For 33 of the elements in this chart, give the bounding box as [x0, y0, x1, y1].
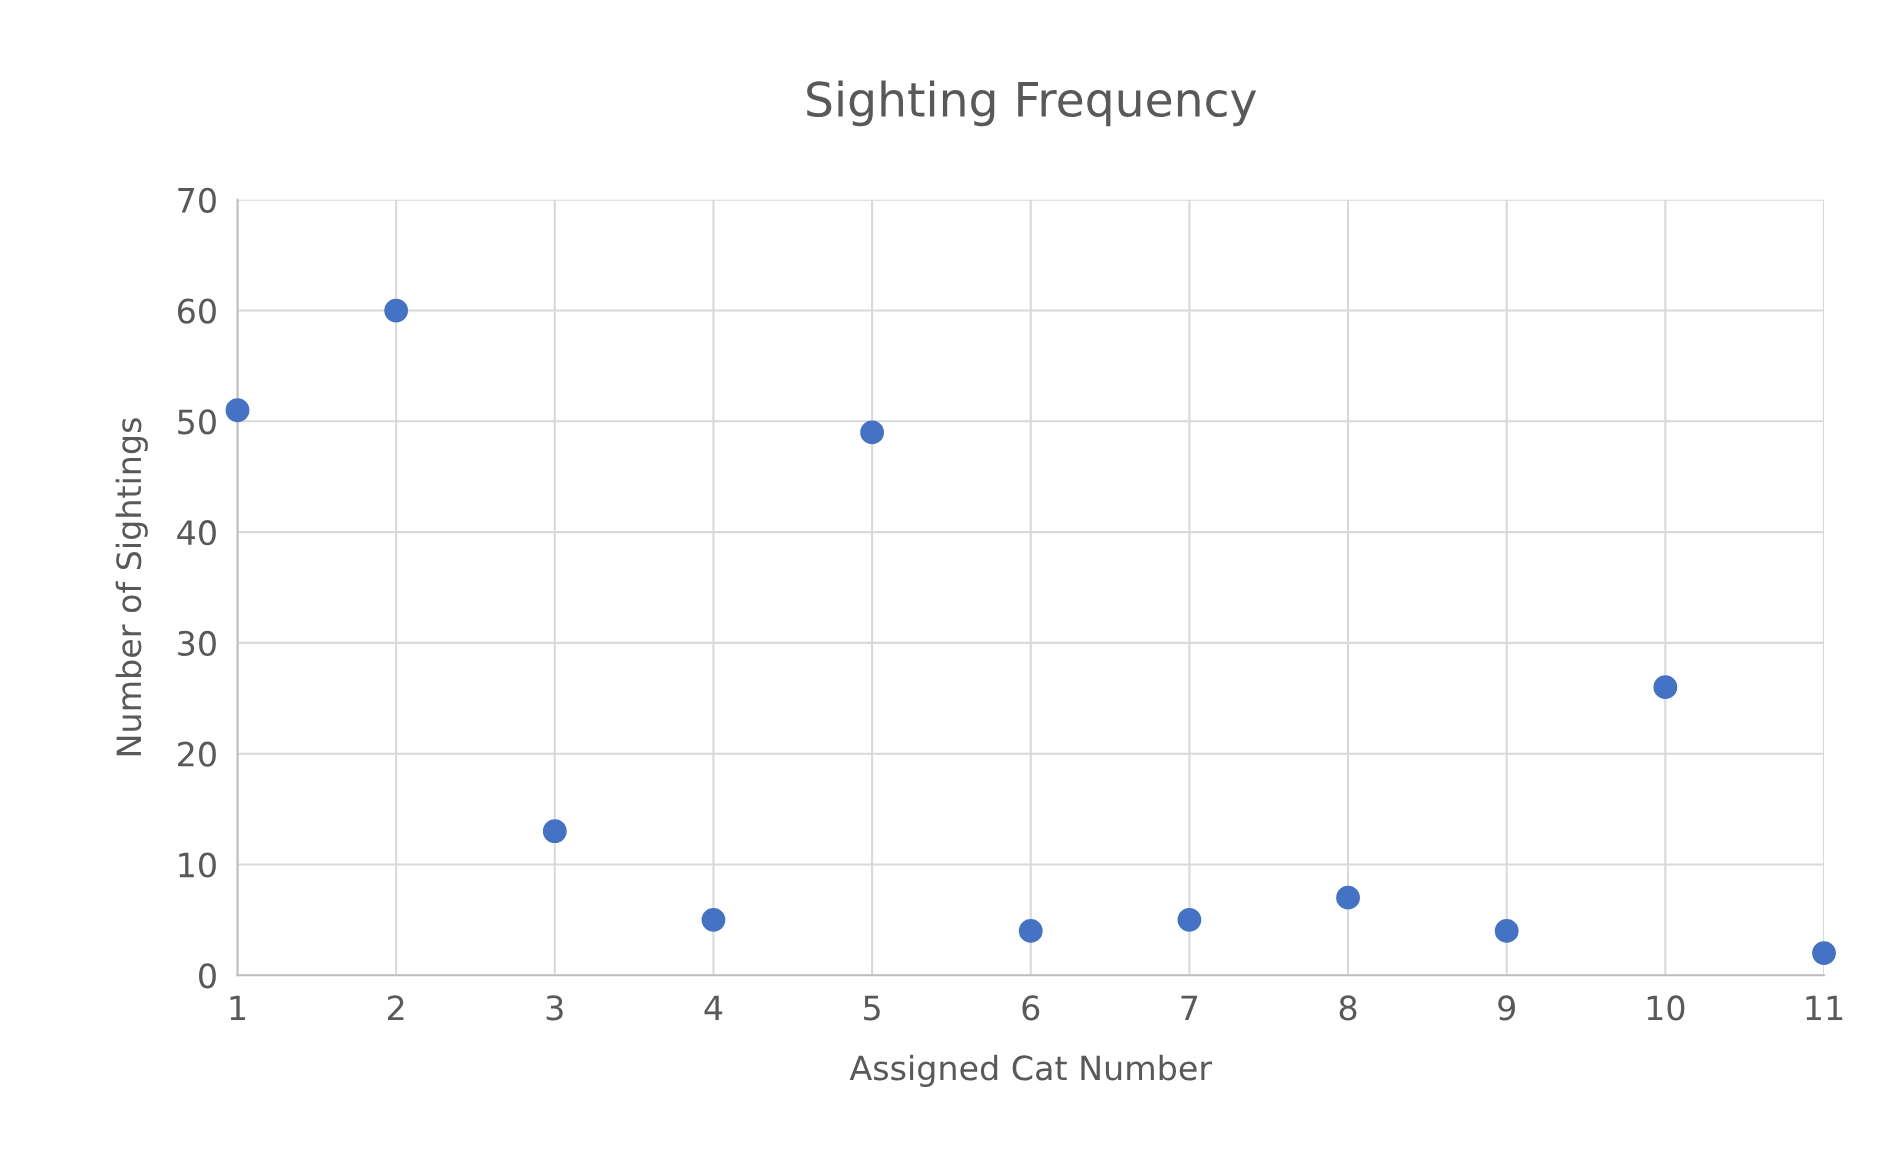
chart-title: Sighting Frequency: [807, 80, 1257, 127]
y-tick-label: 30: [178, 630, 216, 657]
y-tick-label: 0: [199, 963, 216, 989]
x-tick-label: 5: [864, 995, 880, 1021]
point: [384, 298, 409, 323]
x-tick-label: 6: [1022, 995, 1040, 1021]
x-axis-title: Assigned Cat Number: [849, 1054, 1213, 1087]
y-axis-title: Number of Sightings: [115, 418, 148, 756]
x-tick-label: 8: [1339, 995, 1357, 1021]
x-tick-label: 2: [387, 995, 404, 1021]
x-tick-label: 3: [546, 995, 563, 1021]
point: [860, 420, 884, 445]
x-tick-label: 1: [230, 995, 246, 1021]
point: [1336, 885, 1360, 910]
x-tick-label: 4: [704, 995, 723, 1021]
point: [1812, 941, 1836, 965]
x-tick-label: 10: [1647, 995, 1685, 1021]
x-tick-label: 7: [1181, 995, 1198, 1021]
y-tick-label: 10: [179, 852, 216, 878]
y-tick-label: 70: [178, 187, 216, 213]
y-tick-label: 60: [177, 298, 216, 324]
y-tick-label: 20: [178, 741, 216, 767]
point: [1494, 919, 1519, 943]
point: [1653, 675, 1678, 700]
point: [1018, 919, 1043, 943]
y-tick-label: 50: [178, 409, 216, 435]
y-tick-label: 40: [177, 520, 216, 546]
point: [1177, 907, 1202, 932]
x-tick-label: 9: [1498, 995, 1515, 1021]
point: [701, 907, 726, 932]
point: [542, 819, 567, 844]
point: [225, 398, 250, 423]
x-tick-label: 11: [1806, 995, 1843, 1021]
